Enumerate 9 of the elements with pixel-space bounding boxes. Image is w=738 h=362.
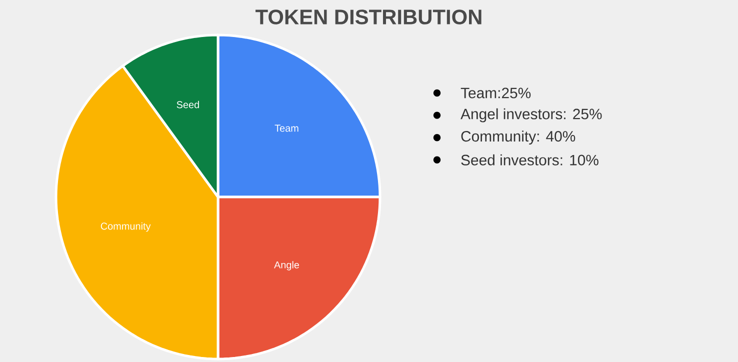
chart-title: TOKEN DISTRIBUTION — [256, 10, 482, 24]
text: Angel investors: 25% — [460, 108, 602, 122]
slice-label: Team — [274, 124, 298, 132]
text: Team:25% — [460, 88, 531, 98]
text: Seed investors: 10% — [461, 154, 598, 166]
slice-label: Angle — [274, 261, 300, 270]
slice-label: Community — [100, 222, 151, 232]
slice-label: Seed — [176, 100, 199, 108]
text: Community: 40% — [461, 130, 576, 145]
